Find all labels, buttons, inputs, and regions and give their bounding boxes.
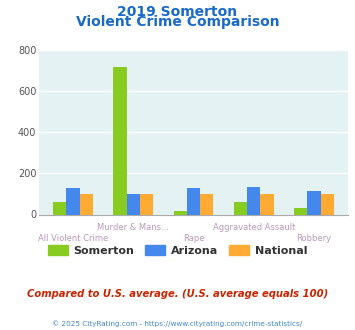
- Bar: [174, 211, 187, 214]
- Bar: [200, 194, 213, 214]
- Text: Rape: Rape: [183, 234, 204, 243]
- Bar: [294, 208, 307, 214]
- Bar: [247, 187, 260, 214]
- Bar: [53, 202, 66, 215]
- Bar: [187, 188, 200, 215]
- Bar: [321, 194, 334, 214]
- Text: Aggravated Assault: Aggravated Assault: [213, 223, 295, 232]
- Bar: [113, 67, 127, 214]
- Bar: [140, 194, 153, 214]
- Text: Murder & Mans...: Murder & Mans...: [97, 223, 169, 232]
- Bar: [80, 194, 93, 214]
- Text: Violent Crime Comparison: Violent Crime Comparison: [76, 15, 279, 29]
- Bar: [234, 202, 247, 214]
- Bar: [66, 188, 80, 215]
- Bar: [307, 191, 321, 214]
- Legend: Somerton, Arizona, National: Somerton, Arizona, National: [43, 241, 312, 260]
- Bar: [127, 194, 140, 214]
- Bar: [260, 194, 274, 214]
- Text: © 2025 CityRating.com - https://www.cityrating.com/crime-statistics/: © 2025 CityRating.com - https://www.city…: [53, 321, 302, 327]
- Text: Compared to U.S. average. (U.S. average equals 100): Compared to U.S. average. (U.S. average …: [27, 289, 328, 299]
- Text: Robbery: Robbery: [296, 234, 332, 243]
- Text: 2019 Somerton: 2019 Somerton: [118, 5, 237, 19]
- Text: All Violent Crime: All Violent Crime: [38, 234, 108, 243]
